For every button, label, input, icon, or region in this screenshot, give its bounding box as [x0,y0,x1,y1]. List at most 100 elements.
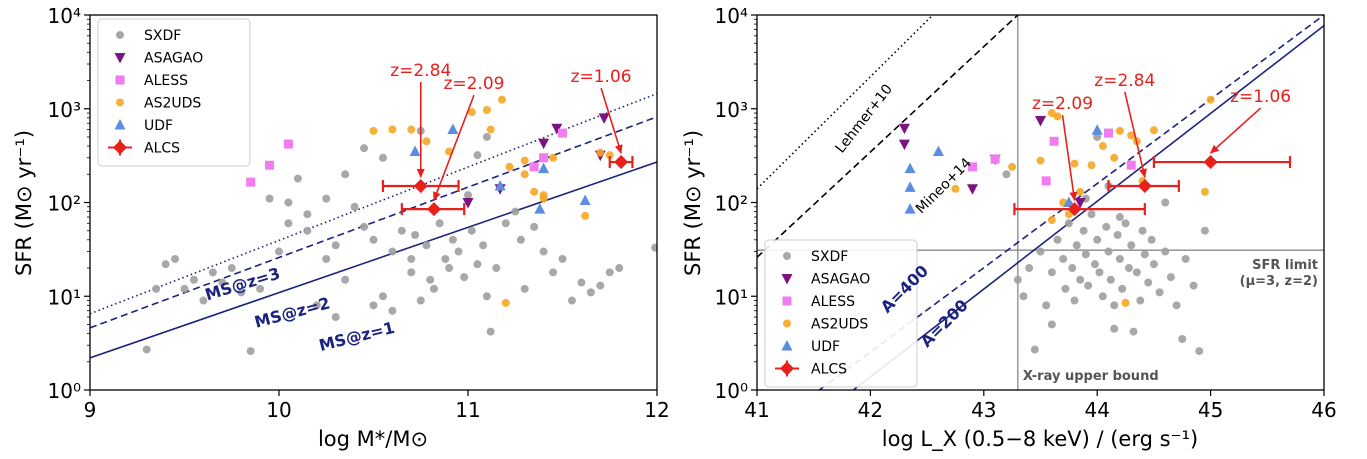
point-as2uds [1149,126,1158,135]
point-as2uds [951,184,960,193]
annotation-z-2-84: z=2.84 [1094,71,1155,91]
right-x-tick-label: 43 [971,398,996,422]
left-x-tick-label: 9 [84,398,97,422]
point-udf [904,162,916,174]
point-sxdf [180,284,189,293]
panel-left: z=2.84z=2.09 z=1.06 9 10 11 12 10⁰ 10¹ 10² 10³ 10… [12,4,670,451]
point-sxdf [388,306,397,315]
right-x-tick-label: 45 [1198,398,1223,422]
point-aless [558,128,567,138]
point-sxdf [407,268,416,277]
left-x-tick-label: 12 [644,398,669,422]
point-sxdf [1118,284,1127,293]
point-sxdf [1036,247,1045,256]
point-sxdf [516,235,525,244]
point-sxdf [1093,132,1102,141]
point-as2uds [605,151,614,160]
point-sxdf [312,301,321,310]
point-sxdf [479,241,488,250]
point-sxdf [1110,324,1119,333]
point-sxdf [1064,219,1073,228]
point-as2uds [539,194,548,203]
point-sxdf [1136,296,1145,305]
right-x-axis-label: log L_X (0.5−8 keV) / (erg s⁻¹) [882,427,1199,452]
point-sxdf [1115,254,1124,263]
point-sxdf [1047,320,1056,329]
point-sxdf [218,278,227,287]
point-sxdf [303,210,312,219]
legend-label-as2uds: AS2UDS [144,96,201,112]
point-sxdf [237,288,246,297]
point-udf [904,203,916,214]
point-as2uds [482,105,491,114]
point-sxdf [1181,254,1190,263]
annotation-arrow [1124,91,1147,178]
point-as2uds [1008,162,1017,171]
point-sxdf [577,278,586,287]
point-sxdf [467,226,476,235]
point-sxdf [1140,250,1149,259]
point-sxdf [378,292,387,301]
right-x-tick-label: 46 [1311,398,1336,422]
legend-marker-asagao [781,274,793,285]
point-sxdf [1030,345,1039,354]
point-sxdf [1110,301,1119,310]
point-sxdf [1090,260,1099,269]
sfr-limit-label: SFR limit [1252,258,1318,273]
point-sxdf [596,281,605,290]
point-sxdf [341,170,350,179]
point-sxdf [1061,284,1070,293]
point-as2uds [1115,126,1124,135]
point-sxdf [1189,281,1198,290]
point-sxdf [303,226,312,235]
point-as2uds [505,162,514,171]
line-label-ms-z-2: MS@z=2 [252,293,332,331]
point-sxdf [1106,275,1115,284]
legend-label-udf: UDF [144,118,173,134]
point-aless [529,162,539,172]
point-sxdf [369,301,378,310]
point-udf [904,181,916,192]
point-asagao [898,123,910,135]
point-sxdf [530,222,539,231]
right-x-tick-label: 41 [744,398,769,422]
point-udf [1091,124,1103,135]
point-sxdf [567,296,576,305]
point-as2uds [1206,95,1215,104]
right-x-tick-label: 42 [858,398,883,422]
point-sxdf [1147,235,1156,244]
point-sxdf [411,231,420,240]
point-as2uds [520,156,529,165]
point-sxdf [1093,235,1102,244]
point-sxdf [331,313,340,322]
point-as2uds [1087,161,1096,170]
point-asagao [462,198,474,209]
point-sxdf [1079,226,1088,235]
point-as2uds [1200,187,1209,196]
point-sxdf [1166,273,1175,282]
point-aless [265,160,275,170]
left-legend-items: SXDF ASAGAO ALESS AS2UDS UDF ALCS [108,28,203,157]
point-sxdf [1124,264,1133,273]
point-asagao [966,184,978,195]
point-alcs [1067,202,1082,217]
left-y-axis-label: SFR (M⊙ yr⁻¹) [12,130,36,276]
point-aless [967,162,977,172]
point-sxdf [416,296,425,305]
point-sxdf [445,264,454,273]
point-sxdf [1161,198,1170,207]
right-y-tick-label: 10³ [715,98,748,122]
point-sxdf [1172,301,1181,310]
point-as2uds [369,126,378,135]
right-y-tick-label: 10¹ [715,285,748,309]
point-sxdf [1132,268,1141,277]
point-alcs [426,202,441,217]
point-sxdf [1072,241,1081,250]
left-x-tick-label: 10 [266,398,291,422]
legend-label-alcs: ALCS [811,362,847,378]
legend-label-aless: ALESS [811,294,855,310]
point-udf [1063,196,1075,207]
line-lehmer-10 [757,15,934,190]
point-sxdf [492,264,501,273]
point-sxdf [501,219,510,228]
